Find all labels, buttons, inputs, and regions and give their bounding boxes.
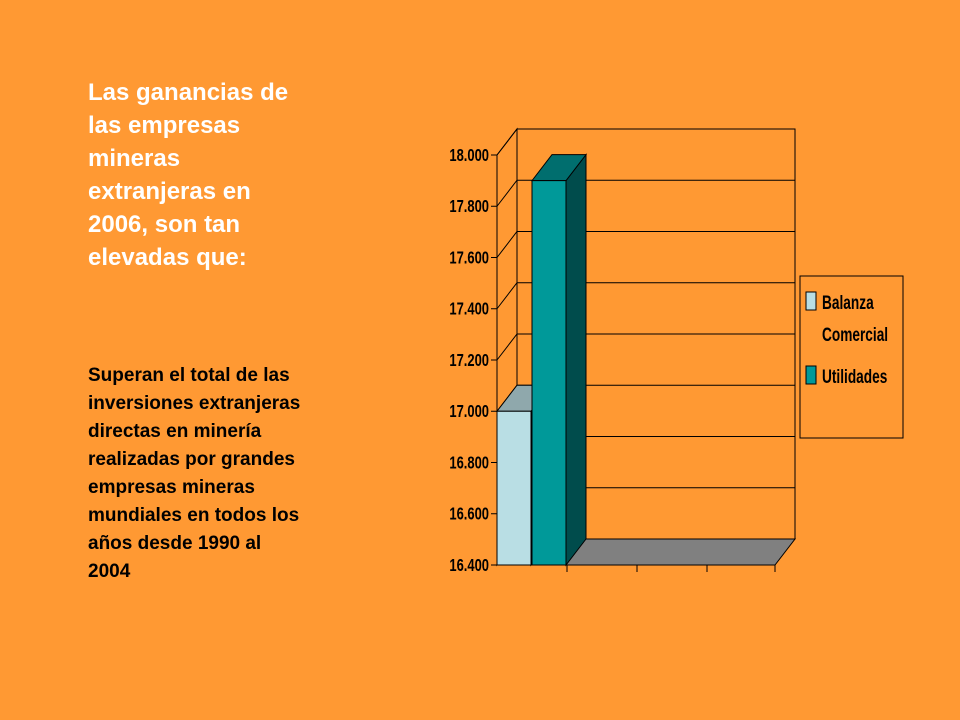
bar-side-utilidades <box>565 153 587 567</box>
gridline <box>496 128 795 156</box>
legend-label-balanza-comercial: Comercial <box>822 324 888 346</box>
gridline <box>496 282 795 310</box>
y-tick-label: 16.400 <box>449 556 489 576</box>
legend-label-balanza-comercial: Balanza <box>822 292 874 314</box>
gridline <box>496 231 795 258</box>
y-tick-label: 16.600 <box>449 505 489 525</box>
gridline <box>496 333 795 361</box>
bar-balanza-comercial <box>496 410 532 566</box>
y-tick-label: 18.000 <box>449 146 489 166</box>
y-tick-label: 17.400 <box>449 300 489 320</box>
gridline <box>496 179 795 207</box>
legend-label-utilidades: Utilidades <box>822 366 887 388</box>
y-tick-label: 17.800 <box>449 197 489 217</box>
legend-swatch-balanza-comercial <box>805 291 817 311</box>
legend-box <box>799 275 904 439</box>
slide-body-text: Superan el total de las inversiones extr… <box>88 365 301 582</box>
bar-utilidades <box>531 180 567 566</box>
legend-swatch-utilidades <box>805 365 817 385</box>
y-tick-label: 17.000 <box>449 402 489 422</box>
y-tick-label: 16.800 <box>449 454 489 474</box>
y-tick-label: 17.600 <box>449 249 489 269</box>
y-tick-label: 17.200 <box>449 351 489 371</box>
slide-title: Las ganancias de las empresas mineras ex… <box>88 79 289 271</box>
